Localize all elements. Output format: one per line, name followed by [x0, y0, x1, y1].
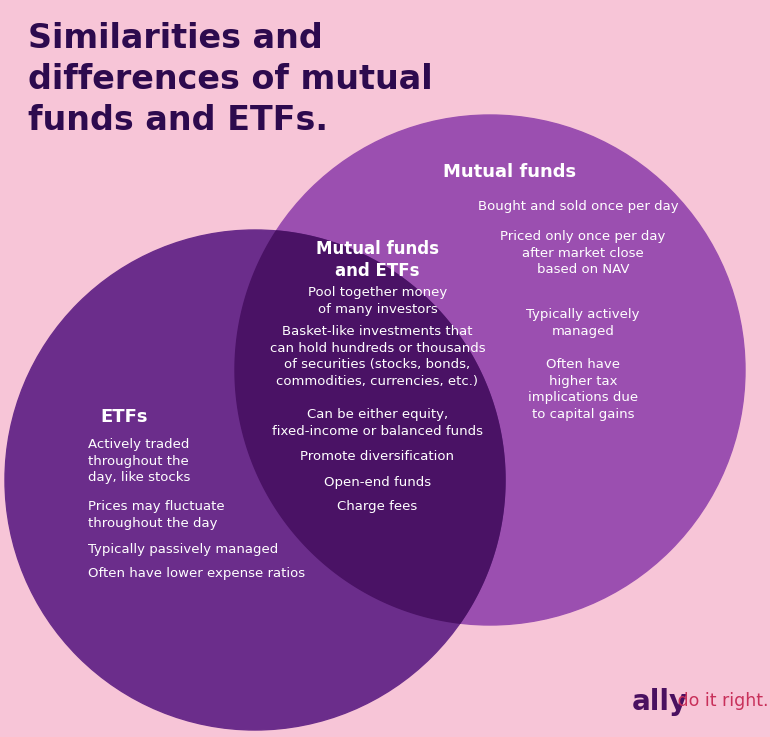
Polygon shape — [235, 231, 505, 624]
Text: Basket-like investments that
can hold hundreds or thousands
of securities (stock: Basket-like investments that can hold hu… — [270, 325, 485, 388]
Text: ally: ally — [632, 688, 688, 716]
Text: Pool together money
of many investors: Pool together money of many investors — [308, 286, 447, 315]
Text: Promote diversification: Promote diversification — [300, 450, 454, 463]
Text: Often have
higher tax
implications due
to capital gains: Often have higher tax implications due t… — [528, 358, 638, 421]
Circle shape — [235, 115, 745, 625]
Text: Actively traded
throughout the
day, like stocks: Actively traded throughout the day, like… — [88, 438, 190, 484]
Text: Can be either equity,
fixed-income or balanced funds: Can be either equity, fixed-income or ba… — [272, 408, 483, 438]
Text: Charge fees: Charge fees — [337, 500, 417, 513]
Text: Typically actively
managed: Typically actively managed — [526, 308, 640, 338]
Text: Mutual funds
and ETFs: Mutual funds and ETFs — [316, 240, 439, 280]
Text: ETFs: ETFs — [100, 408, 148, 426]
Text: Open-end funds: Open-end funds — [324, 476, 431, 489]
Text: Prices may fluctuate
throughout the day: Prices may fluctuate throughout the day — [88, 500, 225, 529]
Text: Often have lower expense ratios: Often have lower expense ratios — [88, 567, 305, 580]
Text: Typically passively managed: Typically passively managed — [88, 543, 278, 556]
Text: Mutual funds: Mutual funds — [444, 163, 577, 181]
Circle shape — [5, 230, 505, 730]
Text: do it right.: do it right. — [672, 692, 768, 710]
Text: Similarities and
differences of mutual
funds and ETFs.: Similarities and differences of mutual f… — [28, 22, 433, 136]
Text: Bought and sold once per day: Bought and sold once per day — [477, 200, 678, 213]
Text: Priced only once per day
after market close
based on NAV: Priced only once per day after market cl… — [500, 230, 666, 276]
